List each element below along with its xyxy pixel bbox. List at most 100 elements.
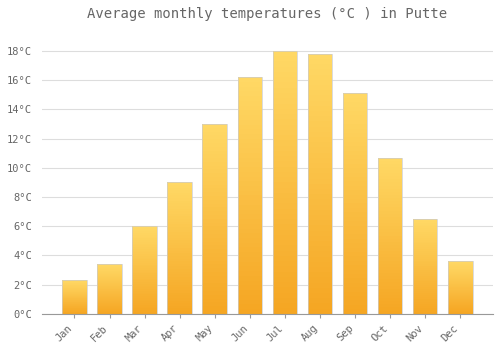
Bar (448, 313, 472, 314)
Bar (238, 77, 262, 82)
Bar (62, 309, 86, 310)
Bar (62, 308, 86, 309)
Bar (98, 265, 122, 266)
Bar (308, 308, 332, 314)
Bar (98, 272, 122, 273)
Bar (98, 280, 122, 281)
Bar (378, 310, 402, 314)
Bar (272, 130, 297, 135)
Bar (132, 258, 157, 259)
Bar (448, 278, 472, 279)
Bar (272, 235, 297, 240)
Bar (202, 181, 227, 185)
Bar (308, 215, 332, 220)
Bar (238, 238, 262, 243)
Bar (62, 288, 86, 289)
Bar (308, 293, 332, 298)
Bar (98, 281, 122, 282)
Bar (413, 281, 438, 284)
Bar (343, 142, 367, 146)
Bar (378, 248, 402, 251)
Bar (343, 93, 367, 314)
Bar (168, 188, 192, 190)
Bar (448, 277, 472, 278)
Bar (413, 262, 438, 264)
Bar (448, 307, 472, 308)
Bar (272, 251, 297, 256)
Bar (378, 217, 402, 220)
Bar (98, 303, 122, 304)
Bar (448, 276, 472, 277)
Bar (272, 119, 297, 125)
Bar (343, 199, 367, 203)
Bar (378, 282, 402, 286)
Bar (308, 85, 332, 90)
Bar (98, 301, 122, 302)
Bar (448, 282, 472, 283)
Bar (378, 270, 402, 273)
Bar (413, 259, 438, 260)
Bar (238, 181, 262, 186)
Bar (62, 310, 86, 311)
Bar (448, 284, 472, 285)
Bar (98, 279, 122, 280)
Bar (202, 192, 227, 196)
Bar (202, 264, 227, 268)
Bar (168, 214, 192, 217)
Bar (132, 310, 157, 312)
Bar (62, 296, 86, 297)
Bar (238, 200, 262, 205)
Bar (448, 292, 472, 293)
Bar (378, 170, 402, 173)
Bar (343, 137, 367, 142)
Bar (62, 294, 86, 295)
Bar (202, 150, 227, 154)
Bar (448, 272, 472, 273)
Bar (238, 162, 262, 167)
Bar (308, 204, 332, 210)
Bar (62, 301, 86, 302)
Bar (238, 295, 262, 300)
Bar (238, 153, 262, 158)
Bar (343, 133, 367, 137)
Bar (168, 232, 192, 235)
Bar (272, 261, 297, 266)
Bar (98, 293, 122, 294)
Bar (308, 75, 332, 80)
Bar (378, 304, 402, 307)
Bar (132, 298, 157, 300)
Bar (168, 209, 192, 211)
Bar (378, 258, 402, 261)
Bar (308, 153, 332, 158)
Bar (448, 302, 472, 303)
Bar (413, 219, 438, 314)
Bar (343, 203, 367, 208)
Bar (343, 124, 367, 128)
Bar (202, 310, 227, 314)
Bar (343, 247, 367, 252)
Bar (413, 226, 438, 228)
Bar (132, 272, 157, 273)
Bar (168, 256, 192, 259)
Bar (202, 284, 227, 287)
Bar (343, 257, 367, 261)
Bar (168, 272, 192, 274)
Bar (168, 253, 192, 256)
Bar (62, 291, 86, 292)
Bar (168, 295, 192, 298)
Bar (413, 234, 438, 236)
Bar (132, 265, 157, 266)
Bar (343, 265, 367, 270)
Bar (98, 285, 122, 286)
Bar (413, 306, 438, 308)
Bar (343, 181, 367, 186)
Bar (132, 277, 157, 279)
Bar (62, 299, 86, 300)
Bar (378, 242, 402, 245)
Bar (448, 289, 472, 290)
Bar (308, 194, 332, 200)
Bar (132, 287, 157, 289)
Bar (343, 287, 367, 292)
Bar (272, 140, 297, 146)
Bar (343, 106, 367, 111)
